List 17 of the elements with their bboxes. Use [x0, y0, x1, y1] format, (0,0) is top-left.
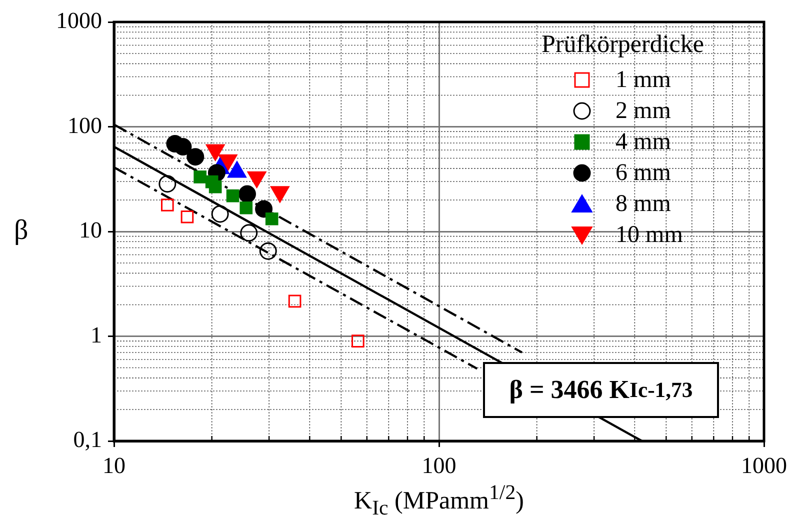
legend-title: Prüfkörperdicke	[542, 30, 704, 60]
legend-label: 8 mm	[616, 190, 671, 218]
legend-label: 2 mm	[616, 96, 671, 126]
y-tick-label: 1	[90, 322, 102, 348]
y-tick-label: 1000	[56, 8, 102, 34]
legend-label: 1 mm	[616, 66, 671, 94]
x-tick-label: 100	[422, 452, 456, 478]
legend-label: 4 mm	[616, 128, 671, 156]
y-tick-label: 0,1	[73, 427, 102, 452]
legend-label: 10 mm	[616, 220, 683, 250]
x-axis-title: K$_{Ic}$ (MPamm$^{1/2}$)	[353, 480, 525, 520]
y-tick-label: 10	[79, 218, 102, 243]
y-tick-label: 100	[68, 112, 102, 138]
y-axis-title: β	[14, 215, 28, 247]
x-tick-label: 10	[102, 452, 126, 478]
x-tick-label: 1000	[741, 452, 787, 478]
legend-label: 6 mm	[616, 158, 671, 188]
